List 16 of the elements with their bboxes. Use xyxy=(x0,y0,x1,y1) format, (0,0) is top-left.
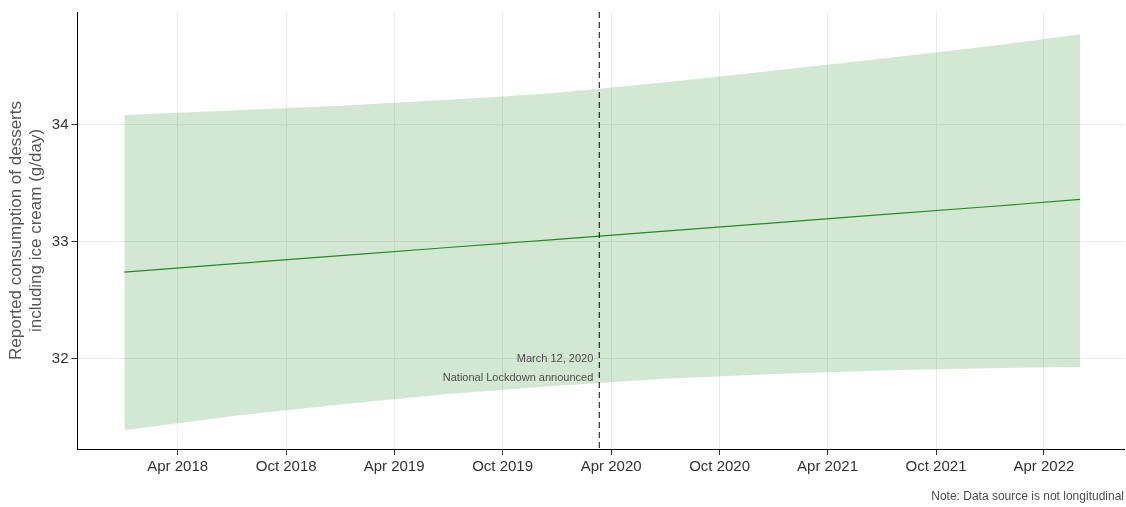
text: Note: Data source is not longitudinal xyxy=(931,489,1124,504)
x-tick-label: Apr 2020 xyxy=(580,457,642,475)
x-tick-label: Apr 2018 xyxy=(147,457,209,475)
y-tick-label: 33 xyxy=(51,231,69,249)
x-tick-label: Oct 2020 xyxy=(689,457,751,475)
x-tick-label: Oct 2021 xyxy=(905,457,967,475)
y-tick-label: 32 xyxy=(51,348,69,366)
x-tick-label: Oct 2018 xyxy=(255,457,317,475)
x-tick-label: Oct 2019 xyxy=(472,457,534,475)
annotation: March 12, 2020 xyxy=(516,351,594,364)
x-tick-label: Apr 2021 xyxy=(797,457,858,475)
y-axis-title: Reported consumption of desserts including ice cream (g/day) xyxy=(5,101,46,360)
x-tick-label: Apr 2022 xyxy=(1013,457,1075,475)
x-tick-label: Apr 2019 xyxy=(363,457,425,475)
annotation: National Lockdown announced xyxy=(442,370,594,383)
y-tick-label: 34 xyxy=(51,114,69,132)
